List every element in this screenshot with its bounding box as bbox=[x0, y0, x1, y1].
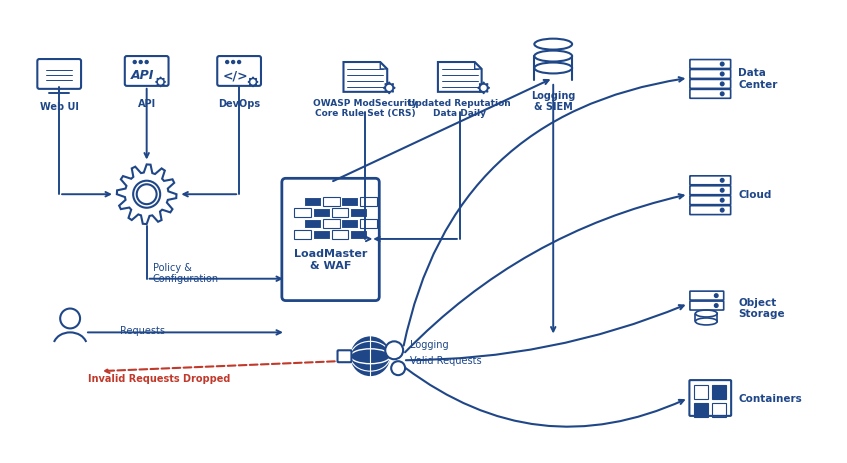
Circle shape bbox=[721, 199, 724, 202]
Bar bbox=[360, 198, 377, 206]
Bar bbox=[313, 231, 329, 239]
Bar bbox=[360, 219, 377, 229]
Bar bbox=[341, 198, 358, 206]
Bar bbox=[351, 231, 368, 239]
Circle shape bbox=[238, 62, 241, 64]
Bar bbox=[331, 231, 348, 239]
Polygon shape bbox=[248, 78, 258, 88]
Circle shape bbox=[391, 362, 405, 375]
Bar bbox=[341, 219, 358, 229]
Bar bbox=[323, 219, 340, 229]
Text: LoadMaster
& WAF: LoadMaster & WAF bbox=[294, 249, 368, 270]
Circle shape bbox=[715, 304, 718, 308]
Bar bbox=[304, 198, 321, 206]
Text: API: API bbox=[137, 99, 156, 108]
Text: Requests: Requests bbox=[119, 325, 165, 336]
Text: OWASP ModSecurity
Core Rule Set (CRS): OWASP ModSecurity Core Rule Set (CRS) bbox=[313, 99, 418, 118]
Circle shape bbox=[139, 62, 142, 64]
Bar bbox=[695, 403, 708, 417]
Text: Cloud: Cloud bbox=[738, 190, 772, 200]
Text: Policy &
Configuration: Policy & Configuration bbox=[152, 262, 219, 284]
Text: Data
Center: Data Center bbox=[738, 68, 778, 89]
Circle shape bbox=[721, 83, 724, 87]
Text: Logging
& SIEM: Logging & SIEM bbox=[531, 91, 575, 112]
Circle shape bbox=[721, 179, 724, 183]
Text: Logging: Logging bbox=[410, 339, 449, 350]
Bar bbox=[294, 209, 311, 218]
Circle shape bbox=[385, 342, 403, 359]
Circle shape bbox=[721, 189, 724, 193]
Bar bbox=[304, 219, 321, 229]
Bar bbox=[695, 385, 708, 399]
Bar bbox=[351, 209, 368, 218]
Circle shape bbox=[721, 93, 724, 96]
Bar bbox=[313, 209, 329, 218]
Bar bbox=[294, 231, 311, 239]
Text: API: API bbox=[131, 69, 154, 82]
Circle shape bbox=[387, 86, 391, 91]
Polygon shape bbox=[478, 83, 490, 94]
Text: Invalid Requests Dropped: Invalid Requests Dropped bbox=[88, 373, 230, 383]
Polygon shape bbox=[156, 78, 165, 88]
Text: Web UI: Web UI bbox=[40, 101, 79, 112]
Bar bbox=[712, 385, 726, 399]
Text: Containers: Containers bbox=[738, 393, 802, 403]
Text: Valid Requests: Valid Requests bbox=[410, 356, 482, 365]
Circle shape bbox=[133, 62, 136, 64]
Bar bbox=[712, 403, 726, 417]
Polygon shape bbox=[383, 83, 396, 94]
Circle shape bbox=[251, 81, 255, 85]
Circle shape bbox=[721, 73, 724, 76]
Bar bbox=[331, 209, 348, 218]
Circle shape bbox=[158, 81, 163, 85]
Bar bbox=[323, 198, 340, 206]
Circle shape bbox=[145, 62, 148, 64]
Circle shape bbox=[225, 62, 229, 64]
Text: Object
Storage: Object Storage bbox=[738, 297, 784, 319]
FancyBboxPatch shape bbox=[282, 179, 379, 301]
Text: DevOps: DevOps bbox=[218, 99, 260, 108]
Circle shape bbox=[481, 86, 486, 91]
Text: </>: </> bbox=[222, 69, 248, 82]
Text: Updated Reputation
Data Daily: Updated Reputation Data Daily bbox=[408, 99, 511, 118]
Circle shape bbox=[715, 294, 718, 298]
Circle shape bbox=[721, 63, 724, 67]
Circle shape bbox=[351, 337, 390, 376]
Circle shape bbox=[232, 62, 235, 64]
Circle shape bbox=[721, 209, 724, 213]
FancyBboxPatch shape bbox=[337, 350, 352, 363]
